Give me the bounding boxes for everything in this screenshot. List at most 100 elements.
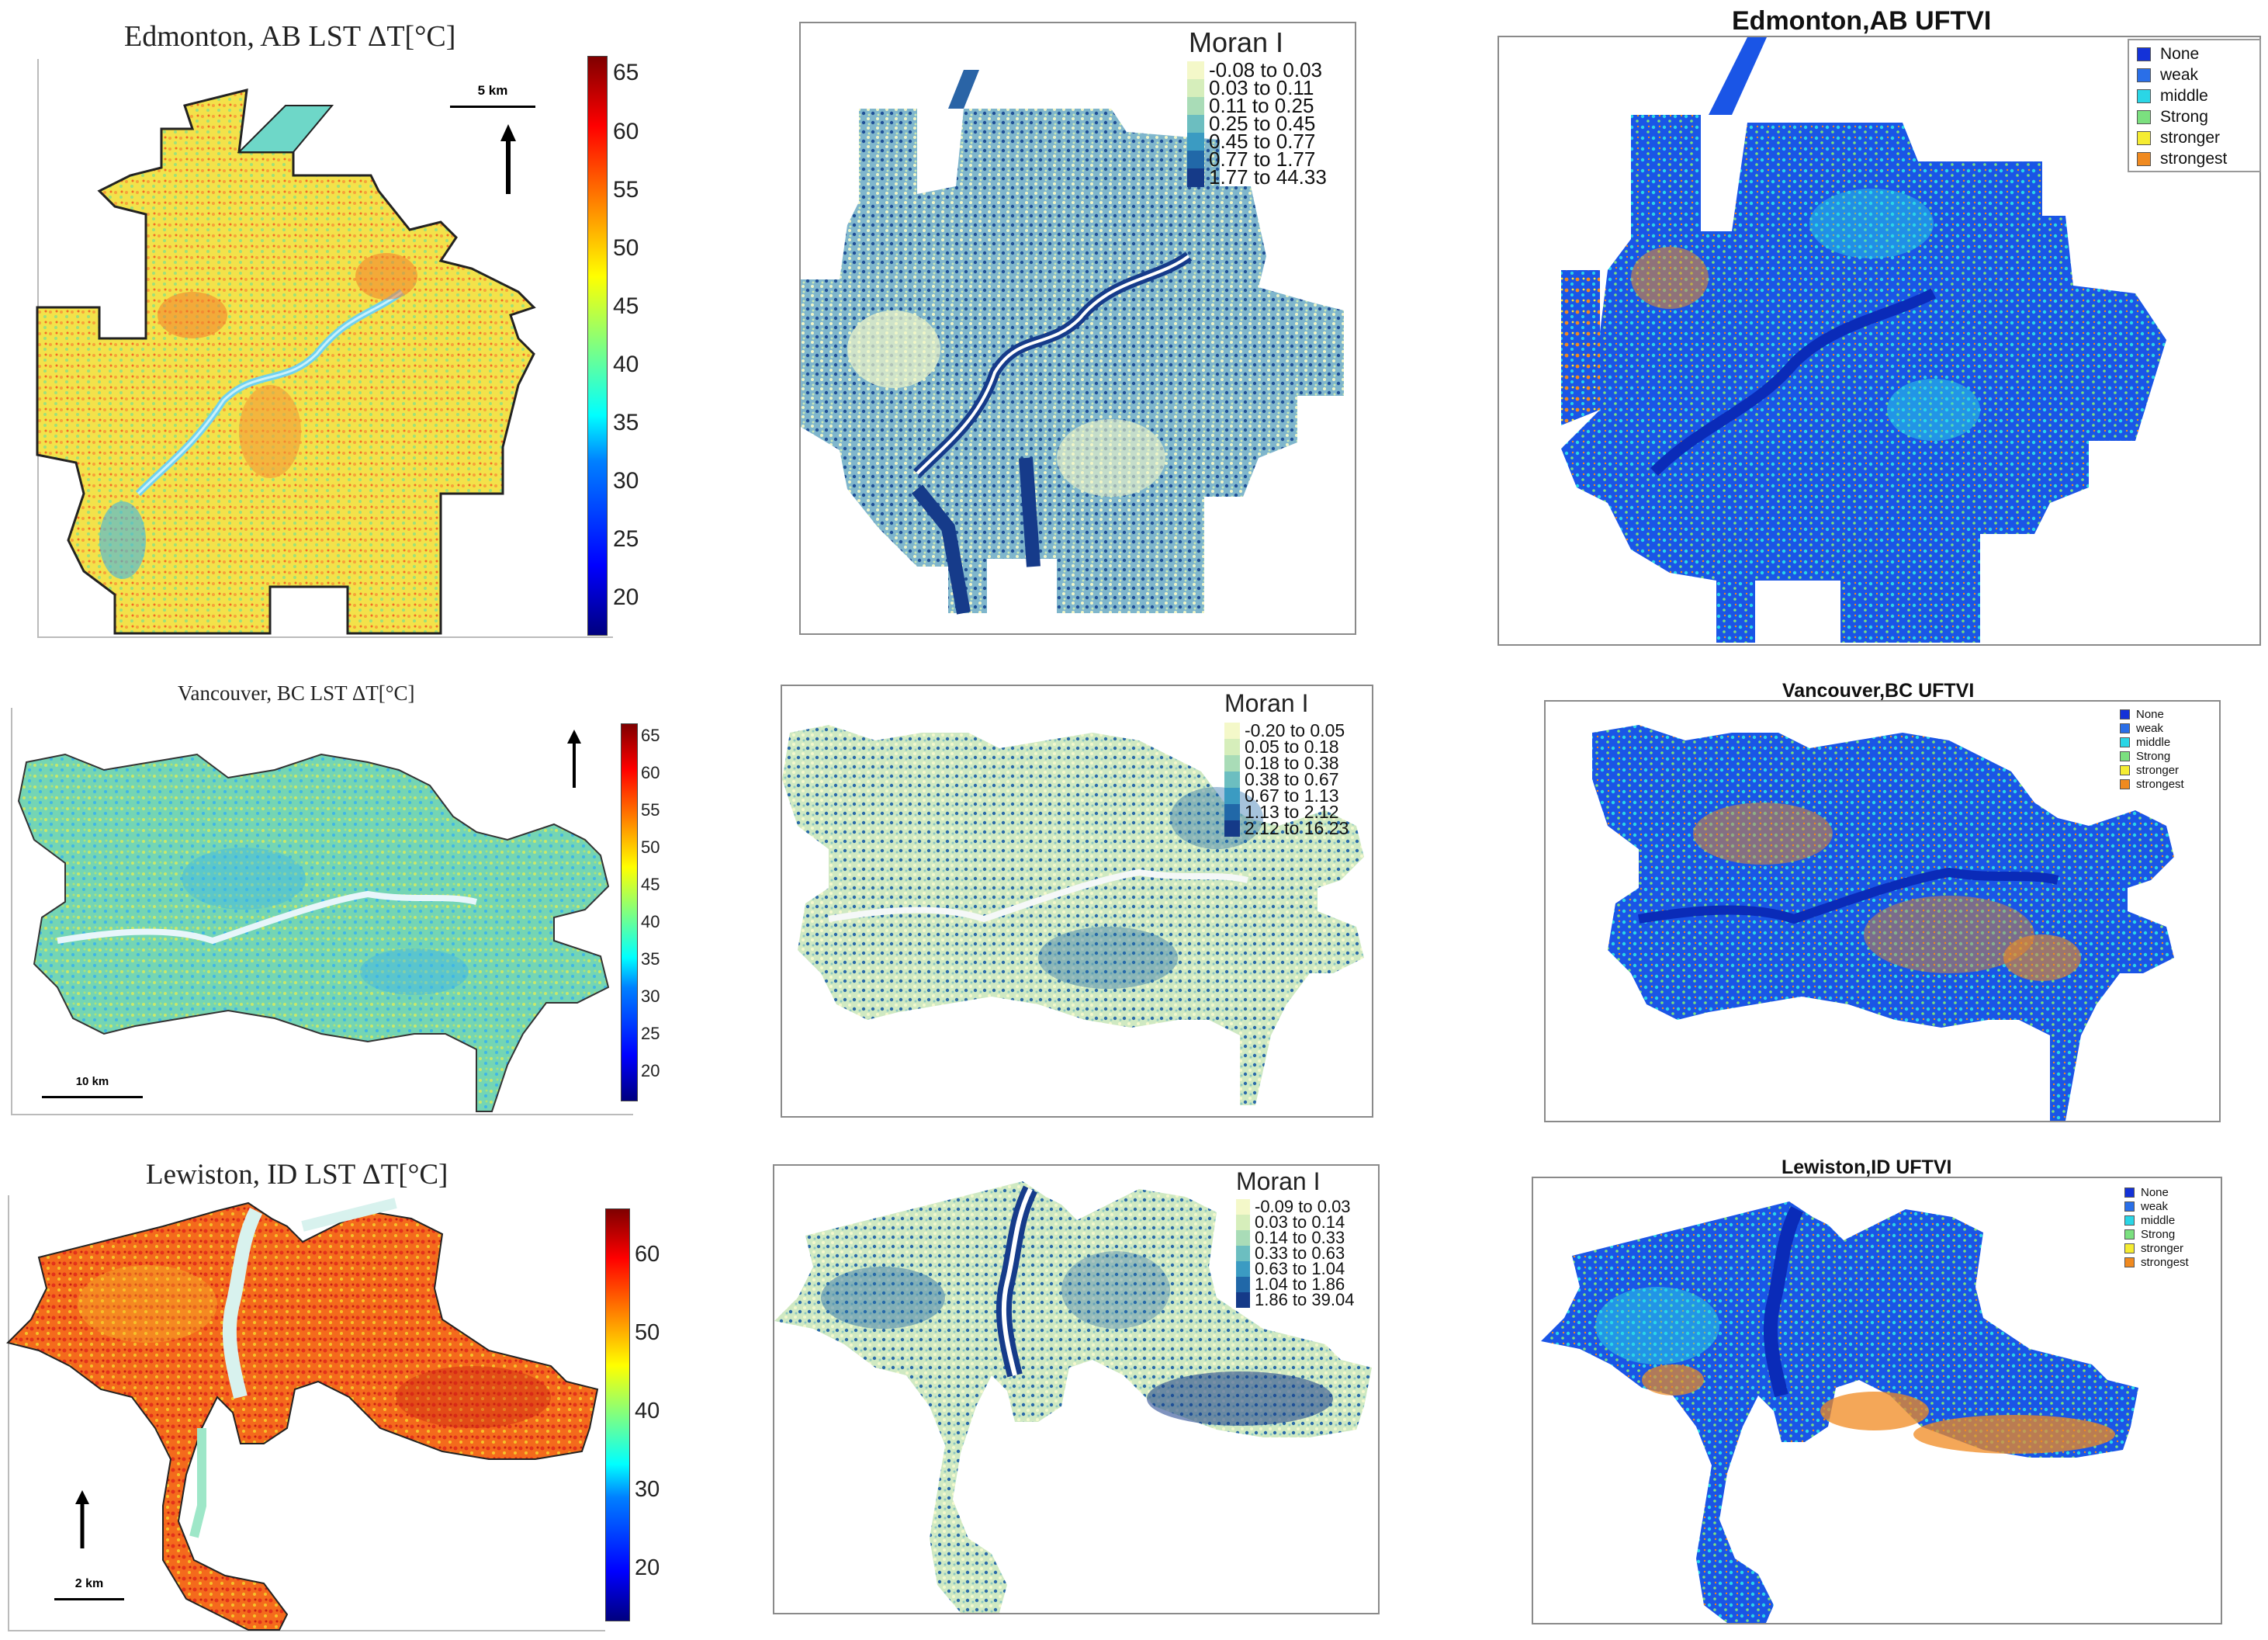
uftvi-swatch-middle [2124,1215,2135,1226]
vancouver-moran-legend-item: 1.13 to 2.12 [1224,802,1339,823]
vancouver-uftvi-panel: Vancouver,BC UFTVI None weak middle Stro… [1544,680,2221,1122]
vancouver-moran-region [782,725,1364,1105]
edmonton-moran-title: Moran I [1189,26,1284,58]
uftvi-swatch-weak [2137,68,2151,82]
edmonton-uftvi-legend-label: strongest [2160,150,2228,168]
edmonton-lst-title: Edmonton, AB LST ΔT[°C] [124,20,456,53]
lewiston-lst-frame [8,1195,605,1631]
edmonton-moran-legend-item: 0.45 to 0.77 [1187,130,1315,154]
moran-swatch-1 [1224,739,1240,755]
uftvi-swatch-none [2124,1188,2135,1198]
vancouver-moran-legend-label: 0.05 to 0.18 [1245,737,1339,757]
moran-swatch-4 [1224,788,1240,804]
edmonton-moran-legend-item: 1.77 to 44.33 [1187,165,1327,189]
lewiston-moran-legend-label: 1.04 to 1.86 [1255,1274,1345,1294]
edmonton-tick: 45 [613,293,639,319]
edmonton-uftvi-panel: Edmonton,AB UFTVI None weak middle Stron… [1498,6,2261,646]
edmonton-moran-panel: Moran I -0.08 to 0.03 0.03 to 0.11 0.11 … [799,22,1356,635]
moran-swatch-2 [1187,96,1204,116]
lewiston-scale-label: 2 km [74,1577,104,1590]
vancouver-tick: 45 [641,875,660,894]
lewiston-uftvi-legend-item: Strong [2124,1228,2175,1241]
moran-swatch-3 [1187,114,1204,133]
lewiston-uftvi-legend-item: weak [2124,1200,2168,1213]
edmonton-moran-legend-label: 0.77 to 1.77 [1209,147,1316,171]
moran-swatch-6 [1187,168,1204,187]
vancouver-moran-legend-item: 0.38 to 0.67 [1224,769,1339,790]
lewiston-tick: 30 [635,1477,660,1502]
lewiston-tick: 60 [635,1242,660,1267]
vancouver-uftvi-legend-item: stronger [2120,764,2179,777]
uftvi-swatch-strongest [2120,779,2130,789]
vancouver-uftvi-legend-label: weak [2136,722,2164,735]
vancouver-moran-title: Moran I [1224,689,1309,717]
vancouver-uftvi-legend-item: middle [2120,736,2170,749]
lewiston-uftvi-legend-label: weak [2141,1200,2169,1213]
edmonton-colorbar [587,56,608,636]
lewiston-river [222,1207,263,1399]
lewiston-colorbar [605,1208,630,1621]
moran-swatch-0 [1236,1199,1250,1215]
moran-swatch-5 [1236,1277,1250,1292]
vancouver-tick: 65 [641,726,660,745]
uftvi-swatch-stronger [2137,131,2151,145]
edmonton-tick: 30 [613,468,639,494]
vancouver-lst-panel: Vancouver, BC LST ΔT[°C] 10 km 65 60 55 … [11,675,694,1118]
edmonton-uftvi-map [1561,37,2166,643]
edmonton-uftvi-legend-item: stronger [2137,129,2220,147]
vancouver-lst-title: Vancouver, BC LST ΔT[°C] [178,681,415,705]
moran-swatch-0 [1224,723,1240,739]
vancouver-moran-legend-label: 2.12 to 16.23 [1245,818,1349,838]
edmonton-tick: 55 [613,177,639,203]
vancouver-uftvi-map [1592,725,2174,1121]
edmonton-moran-legend-item: 0.11 to 0.25 [1187,94,1314,118]
moran-swatch-5 [1224,804,1240,820]
vancouver-colorbar [621,723,638,1101]
lewiston-scale-bar: 2 km [54,1577,124,1600]
lewiston-uftvi-legend-label: stronger [2141,1242,2184,1255]
vancouver-tick: 40 [641,912,660,931]
vancouver-tick: 25 [641,1024,660,1043]
edmonton-north-arrow [500,124,516,194]
edmonton-tick: 50 [613,235,639,261]
vancouver-uftvi-legend-item: Strong [2120,750,2170,763]
lewiston-lst-map [6,1198,599,1631]
lewiston-moran-legend-label: 0.63 to 1.04 [1255,1259,1345,1278]
vancouver-river [57,890,477,945]
lewiston-lst-title: Lewiston, ID LST ΔT[°C] [146,1159,448,1191]
lewiston-uftvi-legend-label: Strong [2141,1228,2176,1241]
uftvi-swatch-weak [2124,1201,2135,1212]
lewiston-uftvi-panel: Lewiston,ID UFTVI None weak middle Stron… [1532,1156,2222,1624]
lewiston-moran-legend-label: 0.03 to 0.14 [1255,1212,1345,1232]
edmonton-tick: 35 [613,410,639,435]
edmonton-moran-legend-item: 0.77 to 1.77 [1187,147,1315,172]
vancouver-tick: 20 [641,1061,660,1080]
vancouver-uftvi-legend-label: stronger [2136,764,2180,777]
lewiston-moran-legend-item: 1.04 to 1.86 [1236,1274,1345,1295]
edmonton-uftvi-legend-item: weak [2137,66,2198,85]
edmonton-uftvi-region [1561,115,2166,643]
vancouver-moran-legend-item: 2.12 to 16.23 [1224,818,1349,839]
edmonton-moran-legend-label: 0.45 to 0.77 [1209,130,1316,153]
vancouver-moran-legend-label: 1.13 to 2.12 [1245,802,1339,822]
edmonton-tick: 65 [613,60,639,85]
edmonton-moran-legend-label: 1.77 to 44.33 [1209,165,1327,189]
edmonton-uftvi-legend-item: strongest [2137,150,2227,168]
vancouver-tick: 60 [641,763,660,782]
vancouver-moran-legend-label: 0.67 to 1.13 [1245,785,1339,806]
lewiston-moran-legend-item: -0.09 to 0.03 [1236,1197,1351,1217]
uftvi-swatch-strong [2124,1229,2135,1240]
lewiston-moran-legend-item: 0.63 to 1.04 [1236,1259,1345,1279]
lewiston-moran-title: Moran I [1236,1167,1321,1195]
vancouver-uftvi-legend-label: None [2136,708,2164,721]
lewiston-moran-region [774,1181,1372,1613]
edmonton-uftvi-legend-item: None [2137,45,2199,64]
moran-swatch-3 [1236,1246,1250,1261]
vancouver-moran-legend-item: 0.18 to 0.38 [1224,753,1339,774]
edmonton-moran-legend-label: 0.25 to 0.45 [1209,112,1316,135]
vancouver-uftvi-legend-item: None [2120,708,2164,721]
moran-swatch-5 [1187,150,1204,169]
lewiston-moran-legend-label: -0.09 to 0.03 [1255,1197,1351,1216]
moran-swatch-4 [1187,132,1204,151]
edmonton-lst-panel: Edmonton, AB LST ΔT[°C] 5 km 65 60 55 50… [31,8,675,644]
